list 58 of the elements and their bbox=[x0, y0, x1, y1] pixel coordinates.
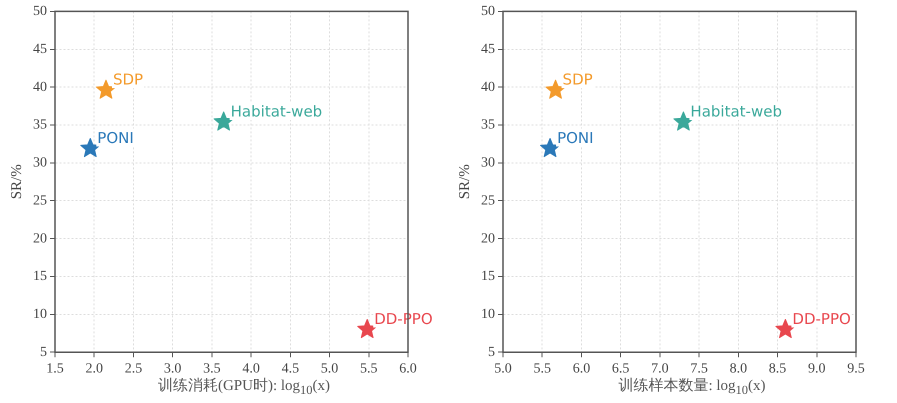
y-tick-label: 30 bbox=[481, 156, 495, 171]
series-label: SDP bbox=[112, 70, 144, 89]
x-tick-label: 8.0 bbox=[730, 361, 748, 376]
x-tick-label: 3.5 bbox=[203, 361, 221, 376]
y-tick-label: 40 bbox=[481, 80, 495, 95]
series-label: SDP bbox=[562, 70, 593, 89]
y-tick-label: 25 bbox=[481, 193, 495, 208]
x-axis-title: 训练样本数量: log$_{10}$(x) bbox=[617, 376, 767, 398]
series-label: PONI bbox=[97, 128, 134, 147]
y-tick-label: 45 bbox=[481, 42, 495, 57]
y-axis-title: SR/% bbox=[8, 164, 25, 200]
x-tick-label: 3.0 bbox=[164, 361, 182, 376]
x-tick-label: 6.0 bbox=[572, 361, 590, 376]
x-tick-label: 7.5 bbox=[690, 361, 708, 376]
y-tick-label: 5 bbox=[40, 344, 47, 360]
point bbox=[673, 111, 694, 131]
x-tick-label: 5.0 bbox=[494, 361, 512, 376]
x-tick-label: 2.5 bbox=[124, 361, 142, 376]
y-tick-label: 50 bbox=[481, 4, 495, 20]
y-tick-label: 15 bbox=[33, 269, 47, 284]
y-tick-label: 45 bbox=[33, 42, 47, 57]
x-tick-label: 8.5 bbox=[768, 361, 786, 376]
x-axis-title: 训练消耗(GPU时): log$_{10}$(x) bbox=[156, 376, 332, 398]
point bbox=[540, 138, 560, 158]
y-tick-label: 35 bbox=[481, 118, 495, 133]
point bbox=[775, 318, 796, 338]
x-tick-label: 5.0 bbox=[320, 361, 338, 376]
x-tick-label: 4.5 bbox=[282, 361, 300, 376]
x-tick-label: 4.0 bbox=[242, 361, 260, 376]
x-tick-label: 6.5 bbox=[612, 361, 630, 376]
point bbox=[80, 138, 100, 158]
x-tick-label: 5.5 bbox=[533, 361, 551, 376]
y-tick-label: 10 bbox=[481, 307, 495, 322]
y-tick-label: 30 bbox=[33, 156, 47, 171]
series-label: DD-PPO bbox=[792, 310, 851, 328]
y-tick-label: 25 bbox=[33, 193, 47, 208]
y-tick-label: 35 bbox=[33, 118, 47, 133]
x-tick-label: 1.5 bbox=[46, 361, 64, 376]
series-label: Habitat-web bbox=[690, 102, 782, 120]
x-tick-label: 9.0 bbox=[808, 361, 826, 376]
x-tick-label: 6.0 bbox=[399, 361, 417, 376]
y-tick-label: 5 bbox=[488, 344, 495, 360]
x-tick-label: 9.5 bbox=[847, 361, 865, 376]
y-tick-label: 15 bbox=[481, 269, 495, 284]
y-tick-label: 20 bbox=[33, 231, 47, 246]
y-tick-label: 50 bbox=[33, 4, 47, 20]
y-tick-label: 20 bbox=[481, 231, 495, 246]
y-axis-title: SR/% bbox=[456, 164, 473, 200]
series-label: PONI bbox=[557, 128, 594, 147]
series-label: Habitat-web bbox=[230, 102, 322, 120]
x-tick-label: 7.0 bbox=[651, 361, 669, 376]
point bbox=[357, 318, 378, 338]
point bbox=[214, 111, 234, 131]
y-tick-label: 10 bbox=[33, 307, 47, 322]
y-tick-label: 40 bbox=[33, 80, 47, 95]
x-tick-label: 5.5 bbox=[360, 361, 378, 376]
x-tick-label: 2.0 bbox=[85, 361, 103, 376]
point bbox=[96, 80, 116, 99]
